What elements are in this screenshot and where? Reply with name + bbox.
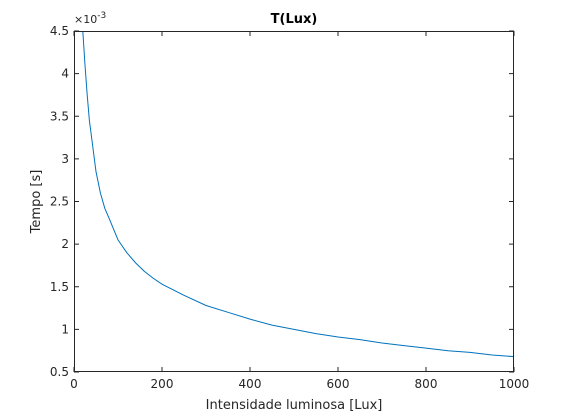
x-axis-label: Intensidade luminosa [Lux] <box>206 398 383 413</box>
y-axis-label: Tempo [s] <box>29 170 44 235</box>
y-tick-label: 4.5 <box>50 24 69 38</box>
chart-title: T(Lux) <box>271 12 318 27</box>
y-axis-exponent: ×10-3 <box>74 11 106 26</box>
plot-area <box>74 31 514 372</box>
ticks: 0 200 400 600 800 1000 0.5 1 1.5 2 2.5 3 3.5 4 4.5 <box>50 24 529 391</box>
x-tick-label: 0 <box>70 377 78 391</box>
labels: T(Lux) Intensidade luminosa [Lux] Tempo … <box>29 11 382 413</box>
x-tick-label: 400 <box>239 377 262 391</box>
series-layer <box>82 30 515 358</box>
series-line-0 <box>82 30 515 358</box>
plot-box <box>74 31 514 372</box>
y-tick-label: 3 <box>61 152 69 166</box>
x-tick-label: 1000 <box>499 377 530 391</box>
y-exponent-base: ×10 <box>74 13 97 26</box>
y-tick-label: 1 <box>61 322 69 336</box>
y-tick-label: 1.5 <box>50 280 69 294</box>
x-tick-label: 800 <box>415 377 438 391</box>
x-tick-label: 600 <box>327 377 350 391</box>
y-tick-label: 0.5 <box>50 365 69 379</box>
y-tick-label: 3.5 <box>50 109 69 123</box>
x-tick-label: 200 <box>151 377 174 391</box>
y-tick-label: 2.5 <box>50 195 69 209</box>
y-exponent-power: -3 <box>97 11 106 21</box>
y-tick-label: 2 <box>61 237 69 251</box>
y-tick-label: 4 <box>61 67 69 81</box>
